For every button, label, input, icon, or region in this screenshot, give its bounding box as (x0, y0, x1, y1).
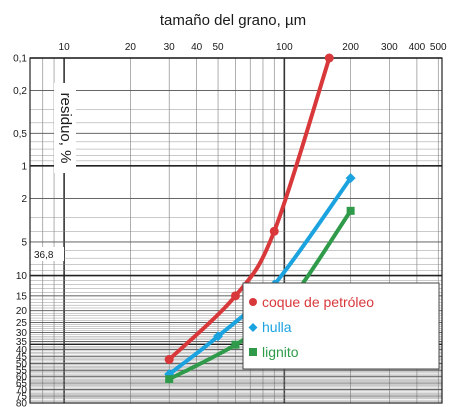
legend-marker-hulla (248, 323, 258, 332)
y-tick-label: 40 (16, 345, 28, 356)
data-point (165, 375, 174, 384)
x-tick-label: 400 (409, 42, 426, 53)
reference-label: 36,8 (31, 247, 64, 261)
y-tick-label: 20 (16, 306, 28, 317)
legend-label-coque: coque de petróleo (262, 294, 374, 310)
data-point (231, 340, 240, 349)
data-point (345, 173, 356, 184)
plot-area-border (29, 57, 443, 404)
data-point (230, 291, 240, 301)
y-tick-label: 30 (16, 328, 28, 339)
y-tick-label: 0,5 (13, 129, 27, 140)
legend-label-lignito: lignito (262, 344, 299, 360)
y-tick-label: 5 (21, 237, 27, 248)
y-tick-label: 80 (16, 399, 28, 407)
y-tick-label: 25 (16, 318, 28, 329)
y-tick-label: 15 (16, 291, 28, 302)
legend-label-hulla: hulla (262, 319, 292, 335)
data-point (324, 53, 334, 63)
x-tick-label: 30 (164, 42, 176, 53)
y-tick-label: 0,2 (13, 86, 27, 97)
y-tick-label: 0,1 (13, 54, 27, 65)
chart-title: tamaño del grano, µm (160, 12, 306, 29)
series-line-0 (167, 56, 332, 362)
x-tick-label: 500 (430, 42, 447, 53)
y-tick-label: 35 (16, 337, 28, 348)
y-axis-label: residuo, % (54, 83, 76, 173)
data-point (346, 206, 355, 215)
x-tick-label: 100 (276, 42, 293, 53)
data-point (164, 355, 174, 365)
y-tick-label: 45 (16, 352, 28, 363)
y-tick-labels: 0,10,20,51251015202530354045505560657075… (13, 54, 27, 407)
legend-box (242, 282, 440, 370)
x-tick-label: 40 (191, 42, 203, 53)
x-tick-label: 20 (125, 42, 137, 53)
y-tick-label: 60 (16, 372, 28, 383)
x-tick-label: 10 (59, 42, 71, 53)
y-tick-label: 50 (16, 359, 28, 370)
reference-label-text: 36,8 (34, 250, 54, 261)
legend: coque de petróleo hulla lignito (242, 282, 440, 370)
y-tick-label: 1 (21, 161, 27, 172)
y-tick-label: 2 (21, 194, 27, 205)
x-tick-label: 50 (212, 42, 224, 53)
legend-marker-lignito (249, 348, 257, 356)
y-axis-title: residuo, % (57, 93, 74, 164)
y-tick-label: 10 (16, 271, 28, 282)
legend-marker-coque (249, 298, 257, 306)
data-point (269, 226, 279, 236)
y-tick-label: 65 (16, 379, 28, 390)
y-tick-label: 70 (16, 385, 28, 396)
y-tick-label: 55 (16, 366, 28, 377)
x-tick-label: 200 (342, 42, 359, 53)
x-tick-labels: 10 20 30 40 50 100 200 300 400 500 (59, 42, 447, 53)
x-tick-label: 300 (381, 42, 398, 53)
data-point (213, 331, 224, 342)
y-tick-label: 75 (16, 392, 28, 403)
